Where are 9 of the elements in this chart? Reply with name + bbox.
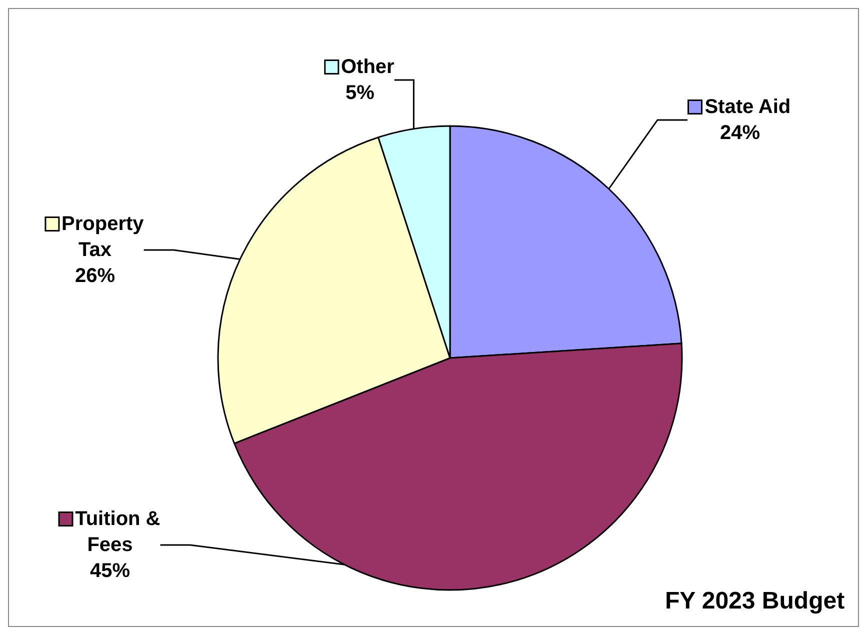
- text: FY 2023 Budget: [664, 588, 845, 614]
- legend-label: State Aid: [704, 96, 791, 118]
- legend-label: Other: [340, 56, 395, 78]
- data-label: 24%: [720, 122, 760, 144]
- data-label: 26%: [74, 265, 116, 287]
- legend-label: Tuition & Fees: [75, 508, 160, 556]
- data-label: 5%: [346, 82, 375, 104]
- legend-label: Property Tax: [62, 213, 145, 261]
- data-label: 45%: [90, 560, 130, 582]
